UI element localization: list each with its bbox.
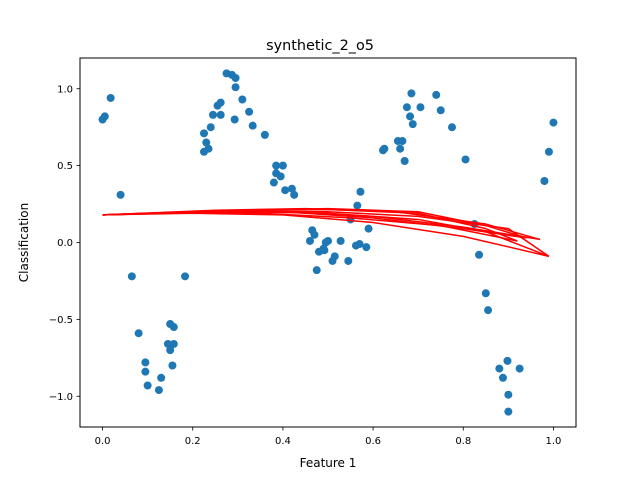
y-axis: −1.0 −0.5 0.0 0.5 1.0 [49, 84, 80, 403]
data-point [231, 83, 240, 92]
data-point [504, 390, 513, 399]
data-point [408, 120, 417, 129]
data-point [448, 123, 456, 132]
data-point [216, 98, 225, 107]
data-point [127, 272, 136, 281]
data-point [231, 73, 240, 82]
data-point [344, 256, 353, 265]
data-point [206, 123, 215, 132]
fit-line [102, 207, 527, 239]
data-point [168, 361, 177, 370]
x-tick-label: 0.6 [365, 436, 381, 447]
y-tick-label: −0.5 [49, 315, 73, 326]
data-point [154, 386, 163, 395]
data-point [416, 103, 425, 112]
data-point [238, 95, 247, 104]
data-point [312, 266, 321, 275]
y-axis-label: Classification [17, 203, 31, 282]
y-tick-label: 1.0 [57, 84, 73, 95]
data-point [356, 187, 365, 196]
data-point [278, 161, 287, 170]
x-tick-label: 1.0 [546, 436, 562, 447]
data-point [204, 144, 213, 153]
data-point [544, 147, 553, 156]
data-point [515, 364, 524, 373]
data-point [484, 306, 493, 315]
data-point [364, 224, 373, 233]
data-point [402, 103, 411, 112]
data-point [495, 364, 504, 373]
data-point [181, 272, 190, 281]
fit-line [102, 211, 550, 258]
data-point [163, 339, 172, 348]
y-tick-label: 0.5 [57, 161, 73, 172]
data-point [287, 184, 296, 193]
data-point [320, 246, 329, 255]
data-point [169, 339, 178, 348]
chart-title: synthetic_2_o5 [266, 38, 374, 54]
data-point [504, 407, 513, 416]
data-point [336, 236, 345, 245]
data-point [305, 236, 314, 245]
data-point [248, 121, 257, 130]
data-point [166, 346, 175, 355]
data-point [432, 90, 441, 99]
data-point [141, 358, 150, 367]
x-tick-label: 0.2 [185, 436, 201, 447]
y-tick-label: 0.0 [57, 238, 73, 249]
data-point [245, 107, 254, 116]
x-axis: 0.0 0.2 0.4 0.6 0.8 1.0 [95, 427, 562, 447]
data-point [549, 118, 558, 127]
plot-marks [98, 69, 558, 416]
data-point [461, 155, 470, 164]
data-point [398, 137, 407, 146]
x-tick-label: 0.4 [275, 436, 291, 447]
data-point [436, 106, 445, 115]
data-point [540, 177, 549, 185]
data-point [380, 144, 389, 153]
data-point [498, 373, 507, 382]
data-point [260, 130, 269, 139]
x-axis-label: Feature 1 [300, 456, 357, 470]
data-point [141, 367, 150, 376]
data-point [216, 110, 225, 119]
data-point [362, 243, 371, 252]
data-point [281, 186, 290, 195]
data-point [269, 178, 278, 187]
data-point [116, 190, 125, 199]
data-point [157, 373, 166, 382]
data-point [272, 161, 281, 170]
data-point [202, 138, 211, 147]
y-tick-label: −1.0 [49, 392, 73, 403]
data-point [355, 240, 364, 249]
data-point [353, 201, 362, 210]
data-point [503, 356, 512, 365]
data-point [276, 172, 285, 181]
data-point [396, 144, 405, 153]
data-point [330, 252, 339, 261]
x-tick-label: 0.8 [455, 436, 471, 447]
data-point [134, 329, 143, 338]
data-point [200, 129, 208, 138]
data-point [324, 236, 332, 245]
data-point [169, 323, 178, 332]
data-point [143, 381, 152, 390]
data-point [100, 112, 109, 121]
data-point [106, 93, 115, 102]
data-point [407, 89, 416, 98]
data-point [230, 115, 239, 124]
data-point [481, 289, 490, 298]
data-point [310, 230, 319, 239]
data-point [400, 157, 409, 166]
data-point [475, 250, 484, 259]
x-tick-label: 0.0 [95, 436, 111, 447]
data-point [209, 110, 218, 119]
data-point [290, 190, 299, 199]
data-point [406, 112, 415, 121]
